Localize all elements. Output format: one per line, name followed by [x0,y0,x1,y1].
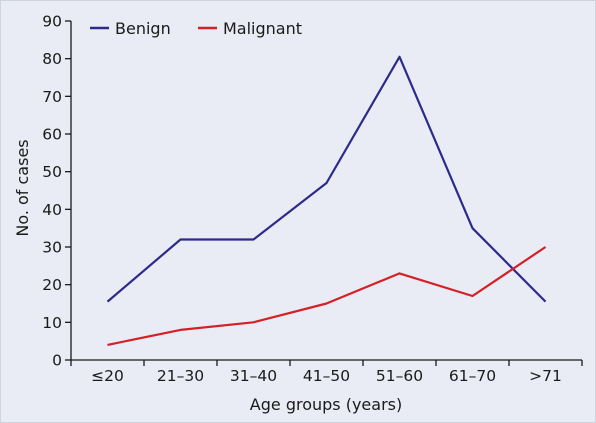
y-tick-label: 70 [42,88,62,106]
legend-label-malignant: Malignant [223,19,302,38]
y-axis-ticks: 0 10 20 30 40 50 60 70 80 90 [42,13,71,370]
y-tick-label: 80 [42,50,62,68]
legend-label-benign: Benign [115,19,171,38]
x-tick-label: 61–70 [449,367,496,385]
y-tick-label: 10 [42,314,62,332]
series-line-malignant [107,246,547,346]
legend: Benign Malignant [90,19,302,38]
x-axis-label: Age groups (years) [250,395,402,414]
y-tick-label: 50 [42,163,62,181]
y-tick-label: 30 [42,239,62,257]
x-axis-ticks: ≤20 21–30 31–40 41–50 51–60 61–70 >71 [70,360,583,385]
series-lines [106,55,547,346]
x-tick-label: ≤20 [91,367,124,385]
x-tick-label: 51–60 [376,367,423,385]
axes [70,21,582,361]
x-tick-label: 21–30 [157,367,204,385]
x-tick-label: 31–40 [230,367,277,385]
x-tick-label: >71 [529,367,562,385]
y-axis-label: No. of cases [13,139,32,236]
y-tick-label: 0 [52,352,62,370]
series-line-benign [106,55,547,303]
x-tick-label: 41–50 [303,367,350,385]
y-tick-label: 40 [42,201,62,219]
y-tick-label: 60 [42,126,62,144]
y-tick-label: 20 [42,276,62,294]
y-tick-label: 90 [42,13,62,31]
